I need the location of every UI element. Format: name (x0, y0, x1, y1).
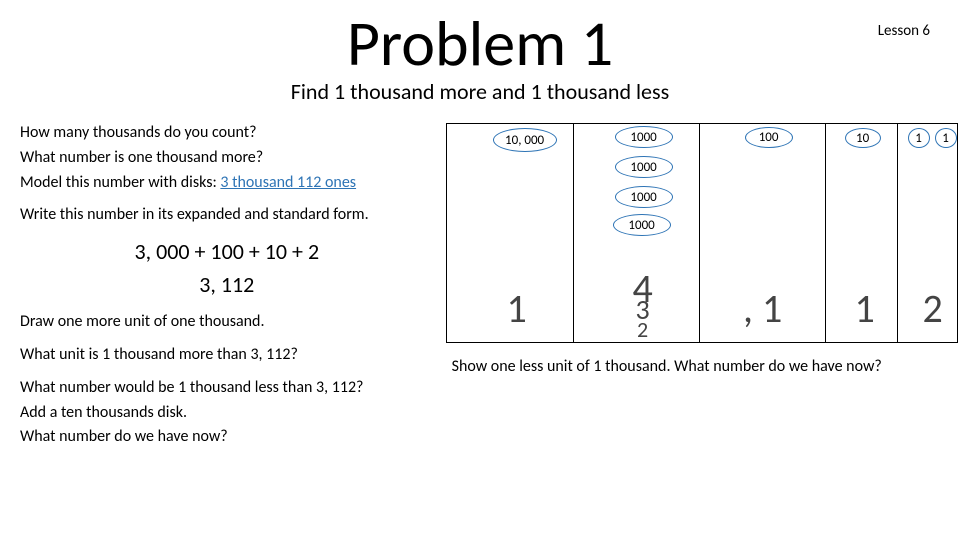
place-value-disk: 1000 (615, 126, 673, 148)
place-value-digit: 1 (497, 284, 537, 333)
column-divider (897, 124, 898, 342)
place-value-digit: 2 (623, 316, 663, 343)
column-divider (573, 124, 574, 342)
question-9: What number do we have now? (20, 427, 434, 448)
place-value-disk: 1 (908, 128, 930, 148)
right-column: 10, 000100010001000100010010111432, 112 … (442, 123, 960, 452)
column-divider (699, 124, 700, 342)
place-value-disk: 100 (745, 127, 793, 148)
show-less-text: Show one less unit of 1 thousand. What n… (452, 357, 952, 378)
question-3-link[interactable]: 3 thousand 112 ones (220, 173, 356, 192)
question-7: What number would be 1 thousand less tha… (20, 378, 434, 399)
place-value-digit: 1 (845, 284, 885, 333)
column-divider (825, 124, 826, 342)
question-3-text: Model this number with disks: (20, 173, 220, 192)
instruction-8: Add a ten thousands disk. (20, 403, 434, 424)
left-column: How many thousands do you count? What nu… (0, 123, 442, 452)
question-2: What number is one thousand more? (20, 148, 434, 169)
place-value-disk: 1000 (615, 156, 673, 178)
question-6: What unit is 1 thousand more than 3, 112… (20, 345, 434, 366)
lesson-tag: Lesson 6 (878, 22, 930, 40)
question-3: Model this number with disks: 3 thousand… (20, 173, 434, 194)
standard-form: 3, 112 (20, 271, 434, 298)
place-value-disk: 10 (845, 128, 881, 148)
place-value-disk: 1 (935, 128, 957, 148)
instruction-5: Draw one more unit of one thousand. (20, 312, 434, 333)
place-value-chart: 10, 000100010001000100010010111432, 112 (446, 123, 958, 343)
question-1: How many thousands do you count? (20, 123, 434, 144)
place-value-disk: 1000 (613, 214, 671, 236)
content-row: How many thousands do you count? What nu… (0, 123, 960, 452)
page-subtitle: Find 1 thousand more and 1 thousand less (0, 78, 960, 105)
page-title: Problem 1 (0, 12, 960, 76)
place-value-disk: 1000 (615, 186, 673, 208)
expanded-form: 3, 000 + 100 + 10 + 2 (20, 238, 434, 265)
question-4: Write this number in its expanded and st… (20, 205, 434, 226)
place-value-digit: , 1 (733, 284, 793, 333)
place-value-disk: 10, 000 (493, 128, 557, 152)
place-value-digit: 2 (913, 284, 953, 333)
